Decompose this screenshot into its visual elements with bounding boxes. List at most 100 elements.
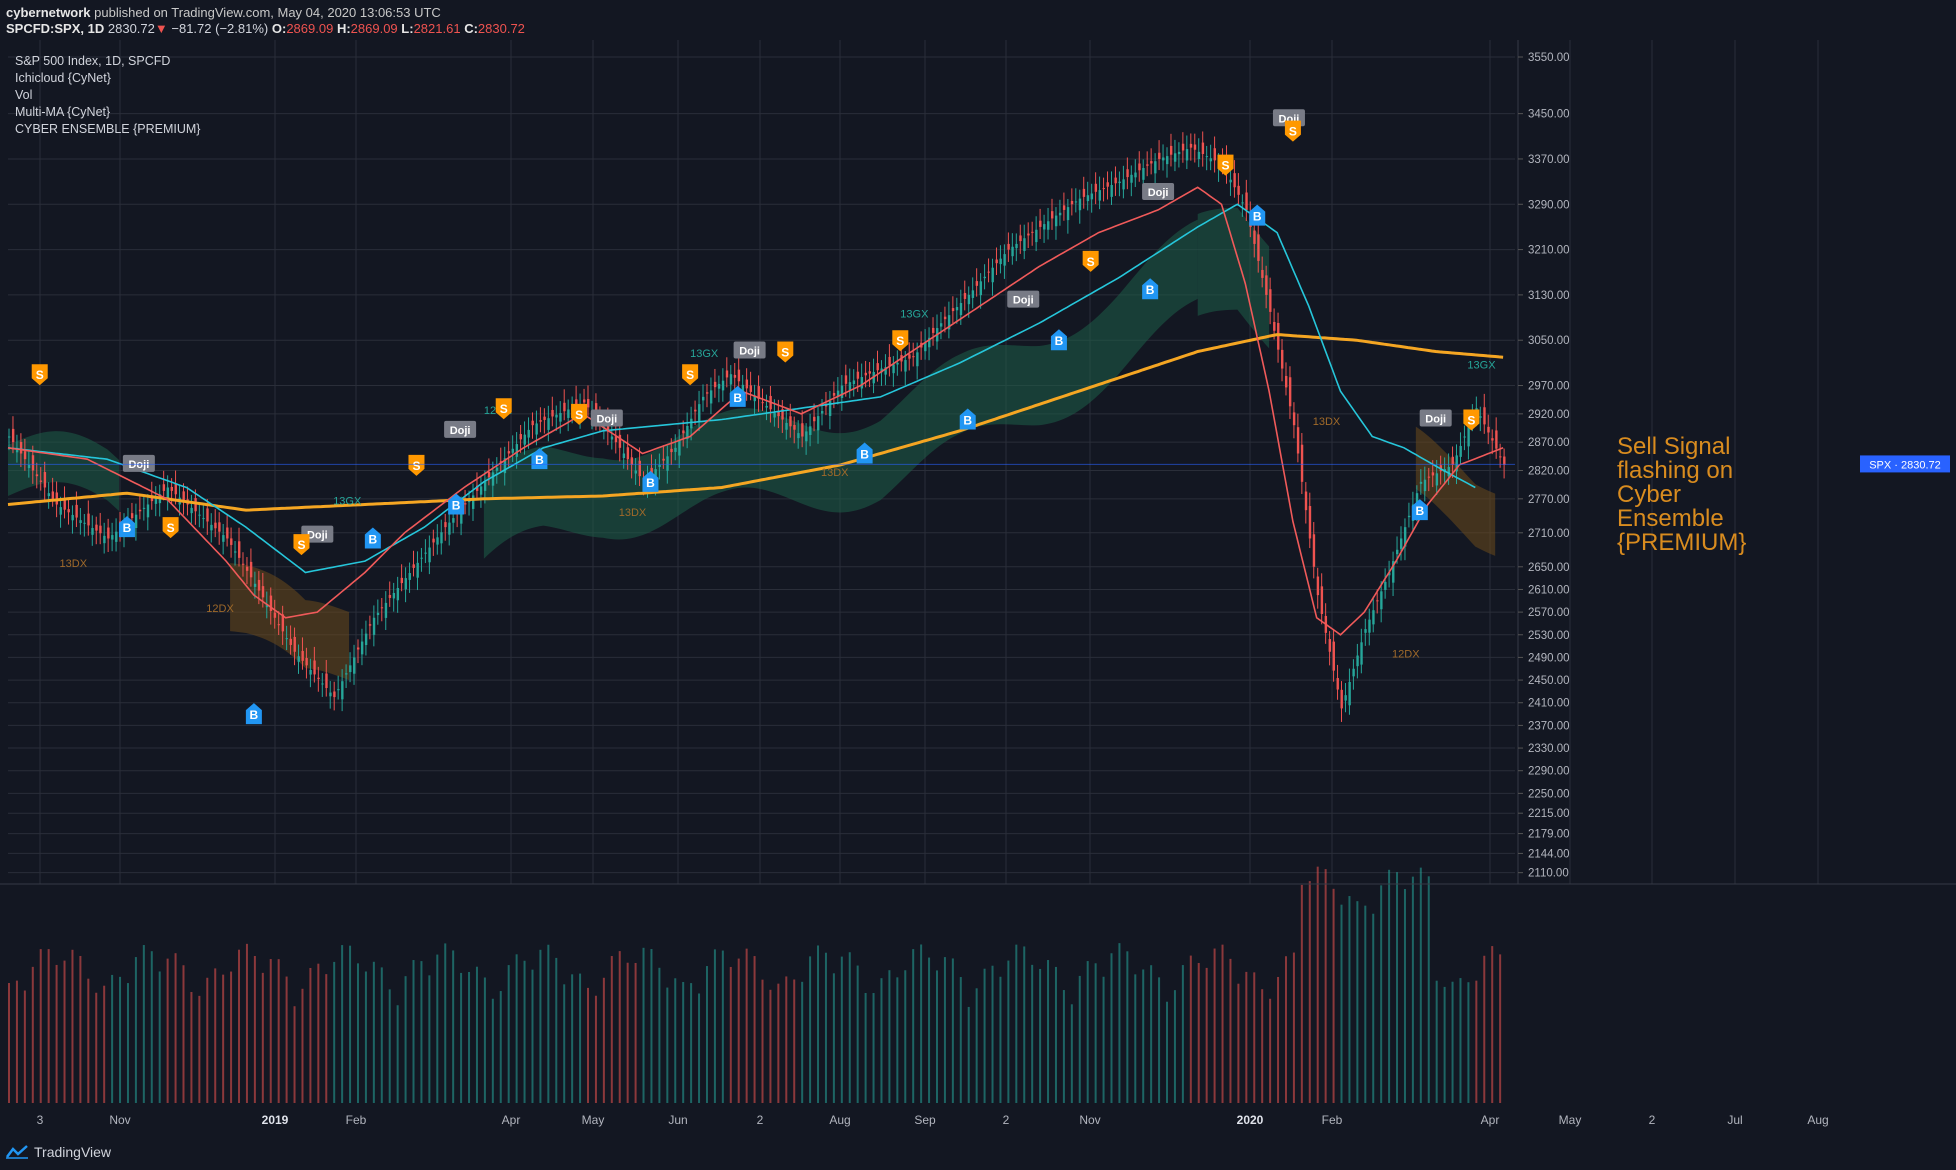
candle-body: [1269, 289, 1272, 312]
candle-body: [1173, 153, 1177, 162]
tradingview-logo-icon: [6, 1145, 28, 1159]
candle-body: [868, 371, 871, 374]
doji-marker: [733, 341, 766, 359]
candle-body: [694, 409, 697, 412]
volume-bar: [824, 952, 827, 1103]
volume-bar: [491, 998, 494, 1103]
volume-bar: [1403, 889, 1406, 1103]
candle-body: [1110, 185, 1113, 197]
candle-body: [1396, 549, 1399, 555]
sell-signal-label: S: [1467, 414, 1475, 428]
time-tick-label: Aug: [829, 1113, 850, 1127]
volume-bar: [111, 974, 114, 1103]
candle-body: [47, 493, 51, 497]
volume-bar: [626, 962, 629, 1103]
candle-body: [1138, 163, 1141, 171]
volume-bar: [1475, 980, 1478, 1103]
volume-bar: [698, 993, 701, 1103]
legend-series[interactable]: S&P 500 Index, 1D, SPCFD: [15, 54, 171, 68]
candle-body: [979, 281, 983, 296]
buy-signal-marker: [245, 703, 262, 725]
candle-body: [1304, 491, 1308, 511]
price-tick-label: 3130.00: [1528, 290, 1570, 302]
sell-signal-marker: [31, 364, 48, 386]
ma-fast-line: [7, 186, 1504, 636]
candle-body: [1419, 481, 1423, 484]
legend-ichicloud[interactable]: Ichicloud {CyNet}: [15, 71, 111, 85]
count-label: 13DX: [619, 507, 647, 519]
volume-bar: [594, 995, 597, 1103]
price-tick-label: 2110.00: [1528, 868, 1569, 880]
candle-body: [43, 472, 47, 488]
candle-body: [301, 650, 304, 661]
volume-bar: [618, 951, 621, 1103]
candle-body: [257, 579, 261, 591]
candle-body: [908, 354, 911, 359]
volume-bar: [1388, 869, 1391, 1103]
sell-signal-marker: [1284, 120, 1301, 142]
volume-bar: [1372, 913, 1375, 1103]
volume-bar: [8, 983, 10, 1103]
current-price-tag-box: [1860, 455, 1950, 473]
candle-body: [170, 486, 173, 491]
time-axis: 3 Nov 2019 Feb Apr May Jun 2 Aug Sep 2 Nov 2020 Feb Ap…: [0, 883, 1956, 1127]
sell-signal-marker: [682, 364, 699, 386]
volume-bar: [1435, 980, 1438, 1103]
candle-body: [1007, 243, 1010, 250]
candle-body: [789, 416, 792, 427]
candle-body: [1399, 538, 1403, 549]
candle-body: [317, 677, 320, 679]
candle-body: [705, 392, 709, 394]
time-tick-label: May: [1559, 1113, 1582, 1127]
candle-body: [210, 524, 213, 531]
candle-body: [444, 522, 447, 528]
price-tick-label: 2970.00: [1528, 381, 1570, 393]
doji-marker-label: Doji: [307, 530, 328, 542]
time-tick-label: Feb: [346, 1113, 367, 1127]
candle-body: [1360, 642, 1363, 665]
candle-body: [408, 573, 411, 580]
buy-signal-label: B: [646, 476, 655, 490]
time-tick-label: 2: [1003, 1113, 1010, 1127]
price-tick-label: 3370.00: [1528, 154, 1570, 166]
candle-body: [1427, 476, 1431, 478]
candle-body: [1241, 202, 1244, 204]
legend-multi-ma[interactable]: Multi-MA {CyNet}: [15, 105, 111, 119]
legend-cyber-ensemble[interactable]: CYBER ENSEMBLE {PREMIUM}: [15, 122, 201, 136]
sell-signal-marker: [162, 517, 179, 539]
tradingview-footer[interactable]: TradingView: [6, 1140, 111, 1164]
volume-bar: [206, 977, 209, 1103]
volume-bar: [959, 977, 962, 1103]
volume-bar: [1253, 972, 1256, 1103]
candle-body: [1316, 576, 1320, 596]
candle-body: [1054, 215, 1058, 227]
count-label: 12DX: [1392, 648, 1420, 660]
candle-body: [1126, 169, 1129, 178]
moving-averages: [7, 186, 1504, 636]
volume-bar: [547, 944, 550, 1103]
low-label: L:: [401, 21, 414, 36]
candle-body: [757, 386, 760, 399]
volume-bar: [515, 954, 518, 1103]
volume-bar: [198, 995, 201, 1103]
volume-bar: [63, 960, 66, 1103]
candle-body: [1027, 233, 1030, 236]
volume-bar: [563, 984, 566, 1103]
candle-body: [277, 624, 281, 626]
volume-bar: [1292, 952, 1295, 1103]
author-name[interactable]: cybernetwork: [6, 5, 91, 20]
candle-body: [424, 552, 427, 554]
volume-bar: [483, 977, 486, 1103]
legend-volume[interactable]: Vol: [15, 88, 33, 102]
volume-bar: [1443, 986, 1446, 1103]
sell-signal-label: S: [575, 408, 583, 422]
volume-bar: [1459, 978, 1462, 1103]
candle-body: [483, 481, 487, 491]
sell-signal-marker: [571, 403, 588, 425]
sell-signal-marker: [293, 534, 310, 556]
buy-signal-marker: [448, 493, 465, 515]
candle-body: [281, 614, 285, 632]
time-tick-label: 2020: [1237, 1113, 1264, 1127]
